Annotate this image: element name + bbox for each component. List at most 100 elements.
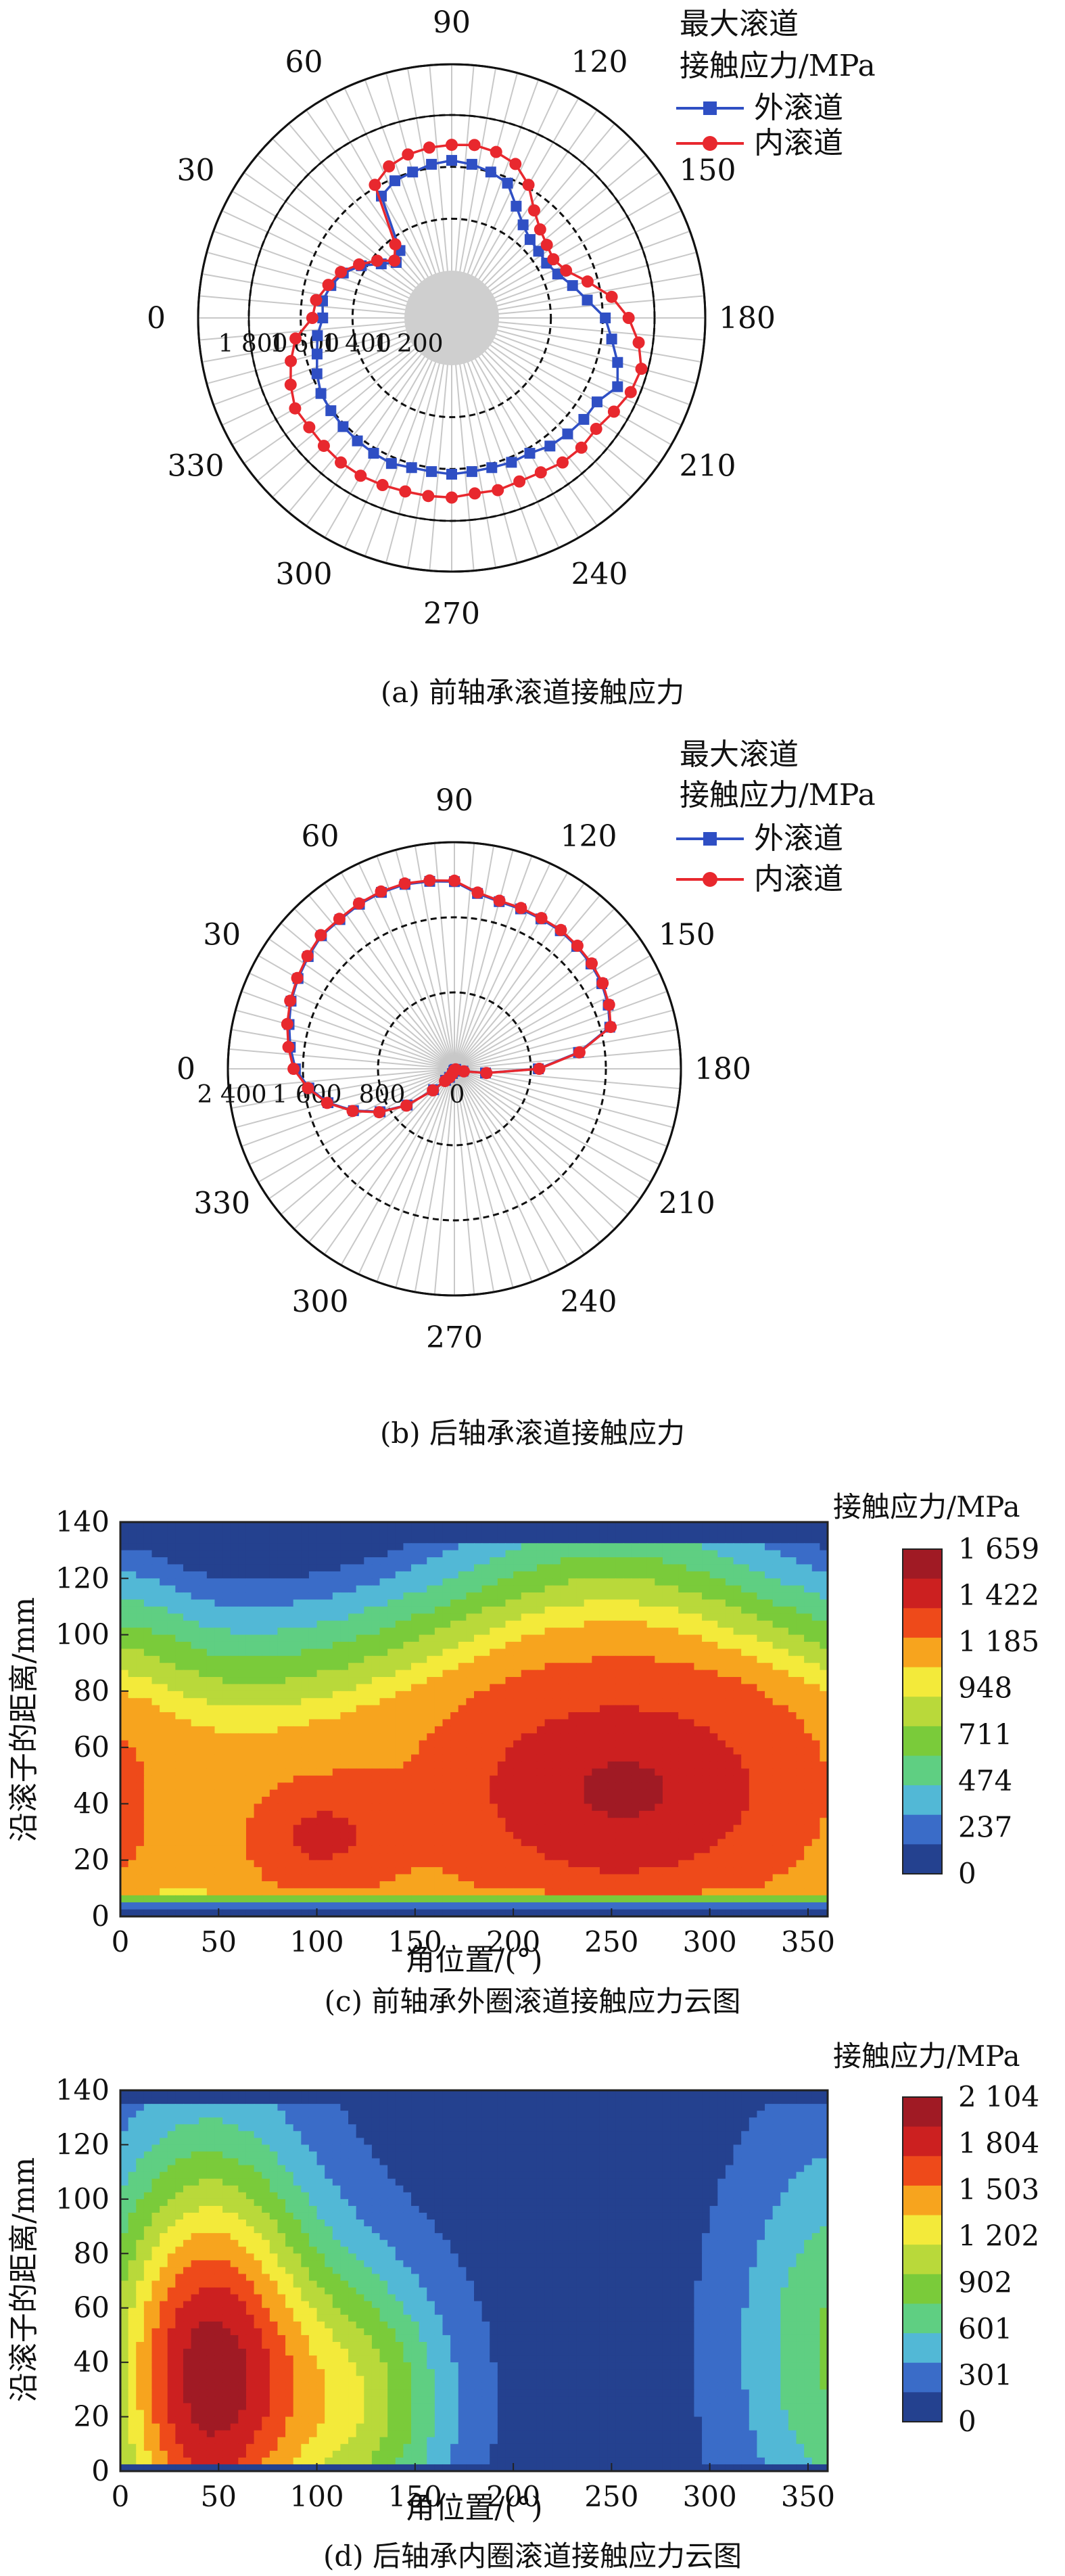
contour-cell [773,1621,781,1628]
contour-cell [309,1832,317,1839]
contour-cell [403,1613,411,1621]
contour-cell [765,1663,773,1670]
contour-cell [301,1874,309,1882]
contour-cell [168,1755,176,1762]
contour-cell [639,1670,647,1678]
contour-cell [600,1522,608,1530]
contour-cell [262,1811,270,1818]
contour-cell [615,1642,623,1649]
contour-cell [238,1790,246,1797]
contour-cell [262,1803,270,1811]
contour-cell [175,1543,183,1550]
contour-cell [222,1733,231,1741]
contour-cell [411,1691,419,1699]
contour-cell [710,1860,718,1868]
contour-cell [615,1600,623,1607]
contour-cell [262,1550,270,1558]
contour-cell [175,1733,183,1741]
contour-cell [537,1578,545,1586]
contour-cell [151,1720,160,1727]
data-point-circle [291,972,304,984]
contour-cell [466,1867,474,1874]
contour-cell [168,1670,176,1678]
contour-cell [505,1621,513,1628]
contour-cell [120,1839,128,1846]
contour-cell [552,1698,561,1705]
contour-cell [663,1586,671,1593]
contour-cell [812,1635,820,1642]
contour-cell [561,1712,569,1720]
contour-cell [254,1811,262,1818]
contour-cell [403,1550,411,1558]
contour-cell [151,1557,160,1565]
contour-cell [647,1543,655,1550]
contour-cell [576,1790,584,1797]
contour-cell [427,1768,435,1776]
contour-cell [592,1811,600,1818]
contour-cell [568,1755,576,1762]
contour-cell [694,1705,702,1713]
contour-cell [136,1642,144,1649]
data-point-circle [490,146,502,158]
contour-cell [128,1649,137,1656]
contour-cell [443,1557,451,1565]
contour-cell [797,1741,805,1748]
contour-cell [183,1776,191,1783]
contour-cell [655,1705,663,1713]
contour-cell [222,1656,231,1663]
contour-cell [293,1621,302,1628]
contour-cell [694,1846,702,1854]
contour-cell [812,1755,820,1762]
contour-cell [749,1860,757,1868]
contour-cell [207,1741,215,1748]
contour-cell [120,1712,128,1720]
contour-cell [372,1586,380,1593]
contour-cell [380,1776,388,1783]
contour-cell [686,1776,694,1783]
contour-cell [340,1741,348,1748]
contour-cell [309,1586,317,1593]
contour-cell [285,1839,293,1846]
contour-cell [600,1755,608,1762]
contour-cell [458,1578,467,1586]
contour-cell [317,1586,325,1593]
contour-cell [254,1860,262,1868]
contour-cell [293,1867,302,1874]
contour-cell [639,1635,647,1642]
contour-cell [277,1613,285,1621]
contour-cell [301,1741,309,1748]
contour-cell [270,1832,278,1839]
contour-cell [231,1628,239,1635]
contour-cell [380,1832,388,1839]
contour-cell [333,1741,341,1748]
contour-cell [482,1543,490,1550]
contour-cell [466,1536,474,1544]
contour-cell [222,1586,231,1593]
contour-cell [128,1860,137,1868]
contour-cell [608,1853,616,1860]
contour-cell [364,1846,372,1854]
data-point-circle [388,254,400,267]
contour-cell [403,1670,411,1678]
contour-cell [623,1698,632,1705]
contour-cell [301,1853,309,1860]
contour-cell [262,1691,270,1699]
contour-cell [183,1811,191,1818]
contour-cell [151,1874,160,1882]
contour-cell [207,1578,215,1586]
contour-cell [797,1621,805,1628]
data-point-square [486,462,497,473]
contour-cell [757,1867,765,1874]
contour-cell [458,1543,467,1550]
contour-cell [348,1733,356,1741]
contour-cell [608,1656,616,1663]
contour-cell [293,1522,302,1530]
contour-cell [576,1797,584,1804]
contour-cell [333,1726,341,1734]
contour-cell [741,1874,749,1882]
contour-cell [364,1607,372,1614]
contour-cell [773,1670,781,1678]
contour-cell [513,1592,521,1600]
contour-cell [191,1635,199,1642]
contour-cell [175,1726,183,1734]
